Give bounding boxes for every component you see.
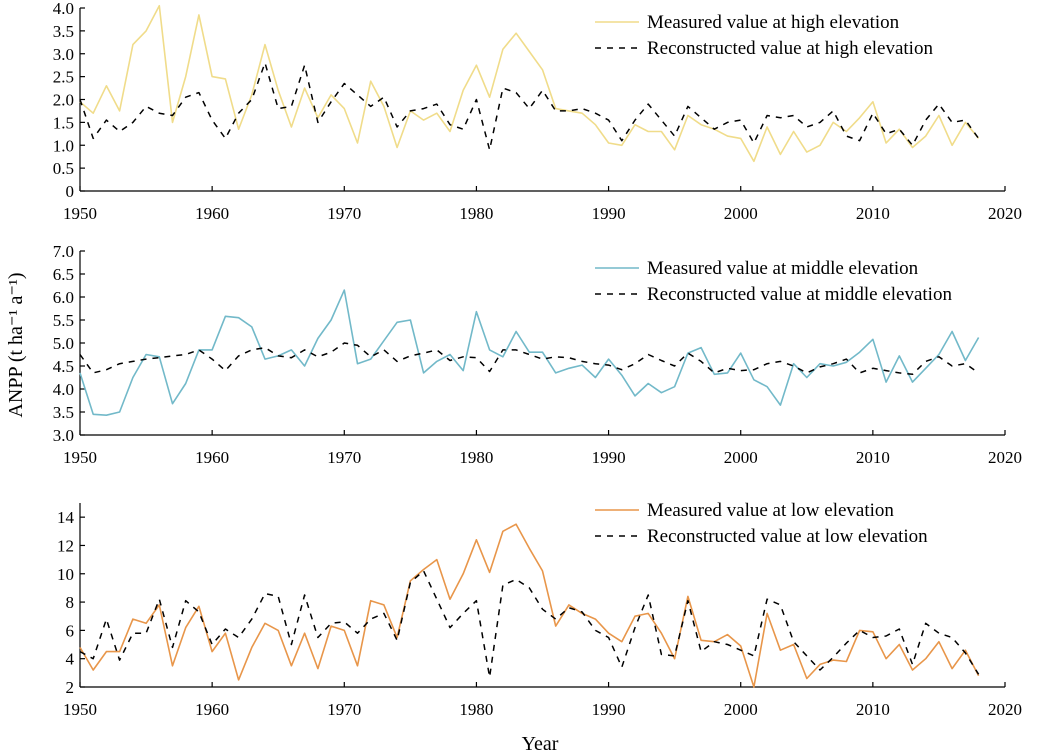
middle-y-tick-label: 3.5 [53, 403, 74, 422]
middle-y-tick-label: 4.5 [53, 357, 74, 376]
low-x-tick-label: 1950 [63, 700, 97, 719]
high-x-tick-label: 1980 [459, 204, 493, 223]
low-legend-label: Measured value at low elevation [647, 500, 894, 521]
middle-y-tick-label: 5.0 [53, 334, 74, 353]
high-series-reconstructed-line [79, 62, 980, 151]
high-y-tick-label: 2.5 [53, 68, 74, 87]
middle-series-reconstructed-line [79, 342, 980, 376]
middle-series-measured-line [79, 289, 980, 417]
high-series-measured-line [79, 4, 980, 163]
middle-x-tick-label: 1980 [459, 448, 493, 467]
middle-y-tick-label: 6.5 [53, 265, 74, 284]
low-x-tick-label: 2010 [856, 700, 890, 719]
middle-y-tick-label: 3.0 [53, 426, 74, 445]
low-x-tick-label: 1980 [459, 700, 493, 719]
low-y-tick-label: 14 [57, 508, 75, 527]
middle-y-tick-label: 5.5 [53, 311, 74, 330]
high-legend-label: Measured value at high elevation [647, 12, 900, 33]
low-y-tick-label: 4 [66, 650, 75, 669]
middle-y-tick-label: 6.0 [53, 288, 74, 307]
middle-y-tick-label: 4.0 [53, 380, 74, 399]
high-x-tick-label: 1950 [63, 204, 97, 223]
high-y-tick-label: 1.0 [53, 136, 74, 155]
middle-y-tick-label: 7.0 [53, 242, 74, 261]
high-legend-label: Reconstructed value at high elevation [647, 38, 933, 59]
high-y-tick-label: 0.5 [53, 159, 74, 178]
middle-x-tick-label: 1950 [63, 448, 97, 467]
low-series-reconstructed-line [79, 570, 980, 678]
high-y-tick-label: 4.0 [53, 0, 74, 18]
high-x-tick-label: 1990 [592, 204, 626, 223]
low-x-tick-label: 1990 [592, 700, 626, 719]
low-y-tick-label: 2 [66, 678, 75, 697]
low-x-tick-label: 2000 [724, 700, 758, 719]
high-y-tick-label: 0 [66, 182, 75, 201]
y-axis-title: ANPP (t ha⁻¹ a⁻¹) [5, 272, 27, 417]
low-legend-label: Reconstructed value at low elevation [647, 526, 928, 547]
low-y-tick-label: 6 [66, 621, 75, 640]
middle-x-tick-label: 1990 [592, 448, 626, 467]
middle-x-tick-label: 2010 [856, 448, 890, 467]
low-x-tick-label: 1960 [195, 700, 229, 719]
x-axis-title: Year [522, 733, 559, 754]
middle-x-tick-label: 1960 [195, 448, 229, 467]
high-x-tick-label: 1970 [327, 204, 361, 223]
middle-legend-label: Measured value at middle elevation [647, 258, 919, 279]
middle-legend-label: Reconstructed value at middle elevation [647, 284, 952, 305]
middle-x-tick-label: 1970 [327, 448, 361, 467]
high-y-tick-label: 3.0 [53, 45, 74, 64]
middle-x-tick-label: 2020 [988, 448, 1022, 467]
high-y-tick-label: 1.5 [53, 113, 74, 132]
low-x-tick-label: 2020 [988, 700, 1022, 719]
high-y-tick-label: 2.0 [53, 91, 74, 110]
high-y-tick-label: 3.5 [53, 22, 74, 41]
low-x-tick-label: 1970 [327, 700, 361, 719]
high-x-tick-label: 2010 [856, 204, 890, 223]
high-x-tick-label: 1960 [195, 204, 229, 223]
middle-x-tick-label: 2000 [724, 448, 758, 467]
low-y-tick-label: 12 [57, 536, 74, 555]
high-x-tick-label: 2020 [988, 204, 1022, 223]
high-x-tick-label: 2000 [724, 204, 758, 223]
low-y-tick-label: 10 [57, 565, 74, 584]
low-series-measured-line [79, 523, 980, 688]
low-y-tick-label: 8 [66, 593, 75, 612]
